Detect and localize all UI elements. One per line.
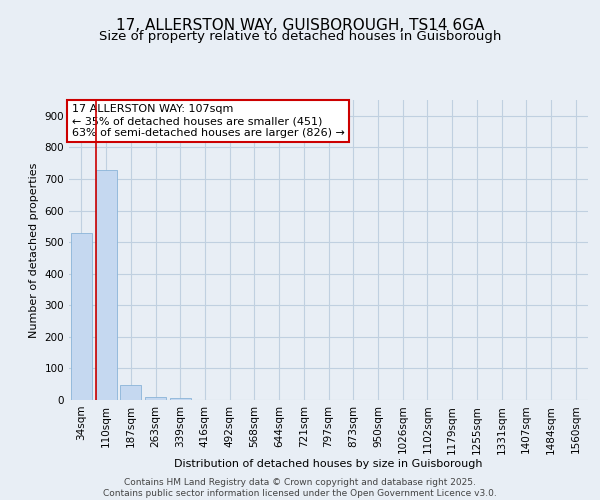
Bar bbox=[120, 385, 141, 400]
Text: 17, ALLERSTON WAY, GUISBOROUGH, TS14 6GA: 17, ALLERSTON WAY, GUISBOROUGH, TS14 6GA bbox=[116, 18, 484, 32]
Bar bbox=[170, 398, 191, 400]
Y-axis label: Number of detached properties: Number of detached properties bbox=[29, 162, 39, 338]
Bar bbox=[145, 397, 166, 400]
Text: Contains HM Land Registry data © Crown copyright and database right 2025.
Contai: Contains HM Land Registry data © Crown c… bbox=[103, 478, 497, 498]
X-axis label: Distribution of detached houses by size in Guisborough: Distribution of detached houses by size … bbox=[174, 459, 483, 469]
Bar bbox=[95, 170, 116, 400]
Text: Size of property relative to detached houses in Guisborough: Size of property relative to detached ho… bbox=[99, 30, 501, 43]
Bar bbox=[71, 233, 92, 400]
Text: 17 ALLERSTON WAY: 107sqm
← 35% of detached houses are smaller (451)
63% of semi-: 17 ALLERSTON WAY: 107sqm ← 35% of detach… bbox=[71, 104, 344, 138]
